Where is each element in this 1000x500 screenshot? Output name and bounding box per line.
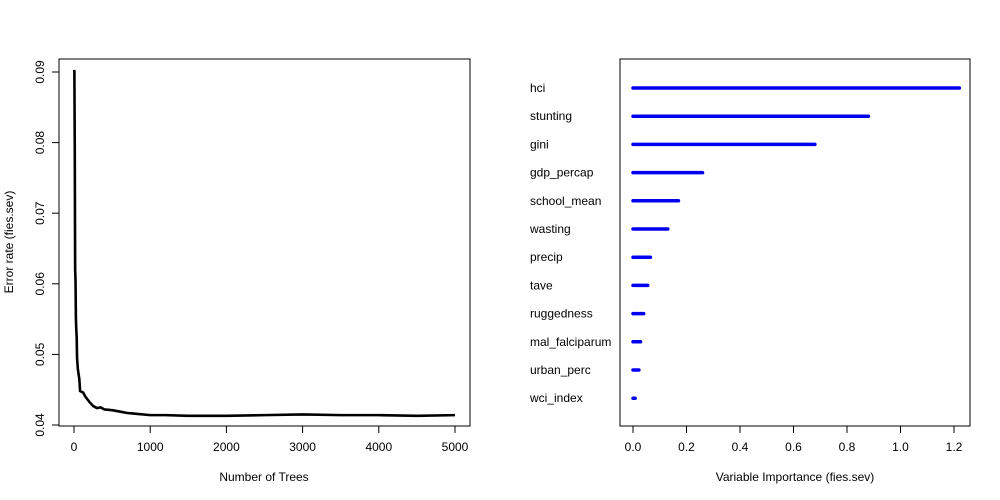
variable-labels: hci stunting gini gdp_percap school_meanwast… xyxy=(529,81,611,405)
right-x-axis: 0.0 0.2 0.4 0.6 0.8 1.0 1.2 xyxy=(625,425,963,454)
left-y-tick-label: 0.06 xyxy=(33,272,47,296)
left-y-tick-label: 0.04 xyxy=(33,413,47,437)
right-x-tick-label: 0.6 xyxy=(785,440,802,454)
left-y-tick-label: 0.08 xyxy=(33,131,47,155)
right-x-tick-label: 0.8 xyxy=(839,440,856,454)
variable-label-school_mean: school_mean xyxy=(530,194,601,208)
variable-label-tave: tave xyxy=(530,278,553,292)
right-x-tick-label: 0.0 xyxy=(625,440,642,454)
variable-label-gini: gini xyxy=(530,137,549,151)
variable-importance-chart: 0.0 0.2 0.4 0.6 0.8 1.0 1.2 hci stunting gini gdp… xyxy=(529,58,971,484)
left-y-axis-title: Error rate (fies.sev) xyxy=(2,191,16,294)
left-x-tick-label: 1000 xyxy=(137,440,164,454)
left-y-tick-label: 0.05 xyxy=(33,342,47,366)
variable-label-precip: precip xyxy=(530,250,563,264)
left-x-tick-label: 4000 xyxy=(365,440,392,454)
left-y-tick-label: 0.09 xyxy=(33,60,47,84)
right-x-tick-label: 0.4 xyxy=(732,440,749,454)
left-y-axis: 0.04 0.05 0.06 0.07 0.08 0.09 xyxy=(33,60,60,437)
left-y-tick-label: 0.07 xyxy=(33,201,47,225)
right-plot-frame xyxy=(619,58,971,427)
left-x-tick-label: 3000 xyxy=(289,440,316,454)
importance-bars xyxy=(631,86,962,400)
variable-label-stunting: stunting xyxy=(530,109,572,123)
variable-label-gdp_percap: gdp_percap xyxy=(530,166,594,180)
error-rate-chart: 0 1000 2000 3000 4000 5000 0.040.050.060.070.… xyxy=(2,58,471,484)
right-x-tick-label: 1.2 xyxy=(946,440,963,454)
right-x-axis-title: Variable Importance (fies.sev) xyxy=(716,470,875,484)
variable-label-urban_perc: urban_perc xyxy=(530,363,591,377)
variable-label-mal_falciparum: mal_falciparum xyxy=(530,335,611,349)
left-x-tick-label: 2000 xyxy=(213,440,240,454)
left-x-tick-label: 5000 xyxy=(442,440,469,454)
variable-label-hci: hci xyxy=(530,81,545,95)
right-x-tick-label: 0.2 xyxy=(678,440,695,454)
variable-label-wci_index: wci_index xyxy=(529,391,583,405)
variable-label-ruggedness: ruggedness xyxy=(530,307,593,321)
left-x-axis-title: Number of Trees xyxy=(219,470,308,484)
left-x-axis: 0 1000 2000 3000 4000 5000 xyxy=(71,425,469,454)
left-x-tick-label: 0 xyxy=(71,440,78,454)
left-plot-frame xyxy=(58,58,471,427)
right-x-tick-label: 1.0 xyxy=(892,440,909,454)
error-rate-line xyxy=(72,69,456,418)
variable-label-wasting: wasting xyxy=(529,222,571,236)
